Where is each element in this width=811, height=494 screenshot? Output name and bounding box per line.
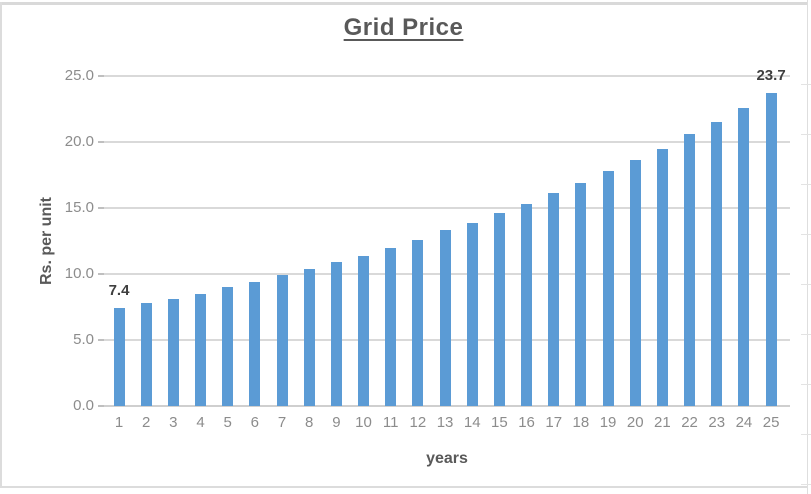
x-tick-label: 13 [436,414,454,431]
sheet-row-line [801,234,811,235]
sheet-row-line [801,484,811,485]
bar-year-17 [548,193,560,406]
bar-year-5 [222,287,234,406]
sheet-row-line [801,284,811,285]
chart-border-left [0,2,2,488]
chart-border-bottom [0,486,807,488]
y-tick-label: 25.0 [64,67,94,84]
chart-title: Grid Price [343,14,464,41]
x-tick-label: 25 [762,414,780,431]
y-tick-label: 5.0 [73,331,94,348]
bar-year-25 [765,93,777,406]
y-tick-label: 15.0 [64,199,94,216]
bar-year-2 [140,303,152,406]
x-tick-label: 14 [463,414,481,431]
x-tick-label: 4 [196,414,205,431]
sheet-column-line [807,0,808,494]
y-tick-mark [98,141,104,143]
bar-year-9 [330,262,342,406]
y-tick-label: 0.0 [73,397,94,414]
data-label: 23.7 [756,67,786,85]
bar-year-4 [195,293,206,406]
plot-area: 0.0 5.0 10.0 15.0 20.0 25.0 1 2 3 4 5 6 7 8 9 10 11 12 13 1… [65,67,790,431]
sheet-row-line [801,434,811,435]
bar-year-21 [656,148,668,406]
y-tick-mark [98,405,104,407]
x-tick-label: 21 [654,414,671,431]
gridline-15.0 [104,207,790,209]
y-tick-mark [98,339,104,341]
bar-year-16 [521,204,533,406]
x-tick-label: 9 [332,414,341,431]
bar-year-24 [738,107,750,406]
y-tick-label: 10.0 [64,265,94,282]
x-tick-label: 6 [250,414,260,431]
gridline-20.0 [104,141,790,143]
bar-year-20 [629,160,641,406]
x-tick-label: 16 [518,414,535,431]
bar-year-13 [439,230,451,406]
x-tick-label: 20 [626,414,644,431]
bar-year-6 [249,281,261,406]
sheet-row-line [801,334,811,335]
y-tick-mark [98,273,104,275]
chart-border-top [0,2,807,5]
bar-year-12 [412,239,424,406]
x-tick-label: 10 [355,414,372,431]
y-tick-label: 20.0 [64,133,94,150]
bar-year-8 [303,268,315,406]
x-tick-label: 22 [681,414,698,431]
sheet-row-line [801,84,811,85]
bar-year-1 [113,308,125,406]
x-tick-label: 2 [141,414,151,431]
bar-year-19 [602,171,614,406]
gridline-0.0 [104,405,790,407]
bar-year-11 [385,247,397,406]
x-tick-label: 5 [223,414,232,431]
x-axis-title: years [426,450,468,467]
bar-year-7 [276,275,288,406]
x-tick-label: 12 [409,414,427,431]
x-tick-label: 19 [599,414,617,431]
x-tick-label: 1 [114,414,124,431]
y-tick-mark [98,207,104,209]
x-tick-label: 3 [169,414,178,431]
x-tick-label: 8 [305,414,314,431]
sheet-row-line [801,134,811,135]
bar-year-22 [684,134,696,406]
data-label: 7.4 [108,282,130,300]
y-tick-mark [98,75,104,77]
bar-year-14 [466,222,478,406]
bar-year-18 [575,182,587,406]
x-tick-label: 18 [572,414,590,431]
x-tick-label: 24 [735,414,753,431]
gridline-25.0 [104,75,790,77]
sheet-row-line [801,384,811,385]
x-tick-label: 17 [545,414,563,431]
bar-year-3 [167,299,179,406]
x-tick-label: 11 [382,414,399,431]
bar-year-15 [493,213,505,406]
x-tick-label: 15 [491,414,508,431]
x-tick-label: 23 [708,414,726,431]
bar-year-10 [358,255,370,406]
sheet-row-line [801,184,811,185]
x-tick-label: 7 [277,414,287,431]
bar-year-23 [711,122,723,406]
